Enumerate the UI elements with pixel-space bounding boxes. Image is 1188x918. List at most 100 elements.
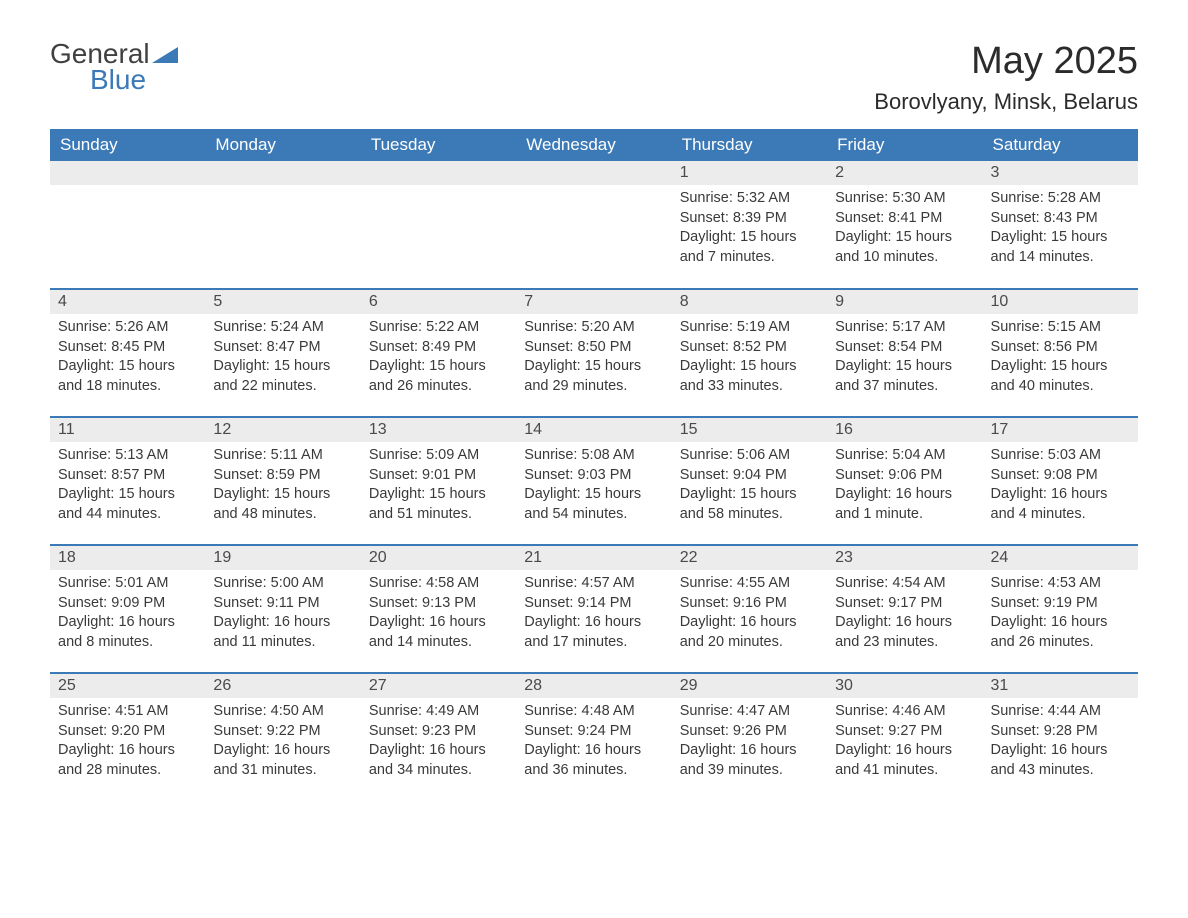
day-body: Sunrise: 5:15 AMSunset: 8:56 PMDaylight:… xyxy=(983,314,1138,402)
calendar-cell: 18Sunrise: 5:01 AMSunset: 9:09 PMDayligh… xyxy=(50,545,205,673)
weekday-header-row: Sunday Monday Tuesday Wednesday Thursday… xyxy=(50,129,1138,161)
day-number: 9 xyxy=(827,290,982,314)
day-body: Sunrise: 4:44 AMSunset: 9:28 PMDaylight:… xyxy=(983,698,1138,786)
daylight-text: Daylight: 16 hours and 26 minutes. xyxy=(991,613,1130,652)
logo: General Blue xyxy=(50,40,178,94)
sunset-text: Sunset: 9:11 PM xyxy=(213,594,352,614)
sunset-text: Sunset: 8:54 PM xyxy=(835,338,974,358)
sunset-text: Sunset: 9:20 PM xyxy=(58,722,197,742)
sunset-text: Sunset: 8:50 PM xyxy=(524,338,663,358)
daylight-text: Daylight: 16 hours and 36 minutes. xyxy=(524,741,663,780)
daylight-text: Daylight: 15 hours and 37 minutes. xyxy=(835,357,974,396)
daylight-text: Daylight: 16 hours and 14 minutes. xyxy=(369,613,508,652)
day-body: Sunrise: 4:46 AMSunset: 9:27 PMDaylight:… xyxy=(827,698,982,786)
day-body: Sunrise: 5:00 AMSunset: 9:11 PMDaylight:… xyxy=(205,570,360,658)
calendar-cell xyxy=(516,161,671,289)
sunrise-text: Sunrise: 4:46 AM xyxy=(835,702,974,722)
day-number: 25 xyxy=(50,674,205,698)
daylight-text: Daylight: 15 hours and 51 minutes. xyxy=(369,485,508,524)
calendar-cell: 22Sunrise: 4:55 AMSunset: 9:16 PMDayligh… xyxy=(672,545,827,673)
day-number: 15 xyxy=(672,418,827,442)
day-body: Sunrise: 4:50 AMSunset: 9:22 PMDaylight:… xyxy=(205,698,360,786)
calendar-cell: 1Sunrise: 5:32 AMSunset: 8:39 PMDaylight… xyxy=(672,161,827,289)
day-body: Sunrise: 5:19 AMSunset: 8:52 PMDaylight:… xyxy=(672,314,827,402)
day-body: Sunrise: 5:09 AMSunset: 9:01 PMDaylight:… xyxy=(361,442,516,530)
sunrise-text: Sunrise: 4:51 AM xyxy=(58,702,197,722)
day-number: 10 xyxy=(983,290,1138,314)
day-number: 19 xyxy=(205,546,360,570)
daylight-text: Daylight: 16 hours and 34 minutes. xyxy=(369,741,508,780)
day-number: 2 xyxy=(827,161,982,185)
day-body: Sunrise: 5:17 AMSunset: 8:54 PMDaylight:… xyxy=(827,314,982,402)
daylight-text: Daylight: 15 hours and 14 minutes. xyxy=(991,228,1130,267)
sunset-text: Sunset: 8:57 PM xyxy=(58,466,197,486)
sunrise-text: Sunrise: 5:30 AM xyxy=(835,189,974,209)
day-number: 27 xyxy=(361,674,516,698)
day-number: 24 xyxy=(983,546,1138,570)
calendar-cell xyxy=(205,161,360,289)
day-number: 21 xyxy=(516,546,671,570)
day-body: Sunrise: 5:26 AMSunset: 8:45 PMDaylight:… xyxy=(50,314,205,402)
calendar-cell: 8Sunrise: 5:19 AMSunset: 8:52 PMDaylight… xyxy=(672,289,827,417)
calendar-cell: 20Sunrise: 4:58 AMSunset: 9:13 PMDayligh… xyxy=(361,545,516,673)
sunrise-text: Sunrise: 5:03 AM xyxy=(991,446,1130,466)
day-number: 4 xyxy=(50,290,205,314)
daylight-text: Daylight: 16 hours and 39 minutes. xyxy=(680,741,819,780)
daylight-text: Daylight: 15 hours and 48 minutes. xyxy=(213,485,352,524)
sunset-text: Sunset: 9:09 PM xyxy=(58,594,197,614)
sunset-text: Sunset: 9:24 PM xyxy=(524,722,663,742)
day-number xyxy=(50,161,205,185)
day-number: 29 xyxy=(672,674,827,698)
day-body: Sunrise: 5:03 AMSunset: 9:08 PMDaylight:… xyxy=(983,442,1138,530)
daylight-text: Daylight: 16 hours and 43 minutes. xyxy=(991,741,1130,780)
calendar-cell: 21Sunrise: 4:57 AMSunset: 9:14 PMDayligh… xyxy=(516,545,671,673)
calendar-cell xyxy=(50,161,205,289)
calendar-cell: 10Sunrise: 5:15 AMSunset: 8:56 PMDayligh… xyxy=(983,289,1138,417)
daylight-text: Daylight: 15 hours and 10 minutes. xyxy=(835,228,974,267)
daylight-text: Daylight: 15 hours and 26 minutes. xyxy=(369,357,508,396)
sunrise-text: Sunrise: 4:50 AM xyxy=(213,702,352,722)
day-number: 14 xyxy=(516,418,671,442)
sunrise-text: Sunrise: 5:09 AM xyxy=(369,446,508,466)
day-number: 28 xyxy=(516,674,671,698)
calendar-cell: 13Sunrise: 5:09 AMSunset: 9:01 PMDayligh… xyxy=(361,417,516,545)
sunset-text: Sunset: 9:13 PM xyxy=(369,594,508,614)
calendar-cell: 23Sunrise: 4:54 AMSunset: 9:17 PMDayligh… xyxy=(827,545,982,673)
weekday-header: Friday xyxy=(827,129,982,161)
day-number xyxy=(361,161,516,185)
day-number: 3 xyxy=(983,161,1138,185)
daylight-text: Daylight: 16 hours and 1 minute. xyxy=(835,485,974,524)
logo-triangle-icon xyxy=(152,40,178,68)
calendar-row: 4Sunrise: 5:26 AMSunset: 8:45 PMDaylight… xyxy=(50,289,1138,417)
sunset-text: Sunset: 9:03 PM xyxy=(524,466,663,486)
day-body: Sunrise: 5:24 AMSunset: 8:47 PMDaylight:… xyxy=(205,314,360,402)
day-number: 8 xyxy=(672,290,827,314)
sunrise-text: Sunrise: 5:28 AM xyxy=(991,189,1130,209)
calendar-cell: 15Sunrise: 5:06 AMSunset: 9:04 PMDayligh… xyxy=(672,417,827,545)
sunrise-text: Sunrise: 4:49 AM xyxy=(369,702,508,722)
day-body: Sunrise: 4:51 AMSunset: 9:20 PMDaylight:… xyxy=(50,698,205,786)
day-number: 16 xyxy=(827,418,982,442)
weekday-header: Wednesday xyxy=(516,129,671,161)
calendar-body: 1Sunrise: 5:32 AMSunset: 8:39 PMDaylight… xyxy=(50,161,1138,801)
day-body: Sunrise: 4:55 AMSunset: 9:16 PMDaylight:… xyxy=(672,570,827,658)
sunset-text: Sunset: 9:27 PM xyxy=(835,722,974,742)
sunrise-text: Sunrise: 5:13 AM xyxy=(58,446,197,466)
sunset-text: Sunset: 9:17 PM xyxy=(835,594,974,614)
sunrise-text: Sunrise: 4:55 AM xyxy=(680,574,819,594)
calendar-cell: 12Sunrise: 5:11 AMSunset: 8:59 PMDayligh… xyxy=(205,417,360,545)
sunrise-text: Sunrise: 4:48 AM xyxy=(524,702,663,722)
day-body: Sunrise: 4:49 AMSunset: 9:23 PMDaylight:… xyxy=(361,698,516,786)
day-body: Sunrise: 4:47 AMSunset: 9:26 PMDaylight:… xyxy=(672,698,827,786)
day-body: Sunrise: 4:53 AMSunset: 9:19 PMDaylight:… xyxy=(983,570,1138,658)
calendar-cell: 27Sunrise: 4:49 AMSunset: 9:23 PMDayligh… xyxy=(361,673,516,801)
weekday-header: Sunday xyxy=(50,129,205,161)
daylight-text: Daylight: 15 hours and 44 minutes. xyxy=(58,485,197,524)
sunset-text: Sunset: 9:28 PM xyxy=(991,722,1130,742)
sunset-text: Sunset: 9:16 PM xyxy=(680,594,819,614)
weekday-header: Thursday xyxy=(672,129,827,161)
calendar-cell: 25Sunrise: 4:51 AMSunset: 9:20 PMDayligh… xyxy=(50,673,205,801)
daylight-text: Daylight: 16 hours and 20 minutes. xyxy=(680,613,819,652)
day-number: 1 xyxy=(672,161,827,185)
sunrise-text: Sunrise: 5:17 AM xyxy=(835,318,974,338)
